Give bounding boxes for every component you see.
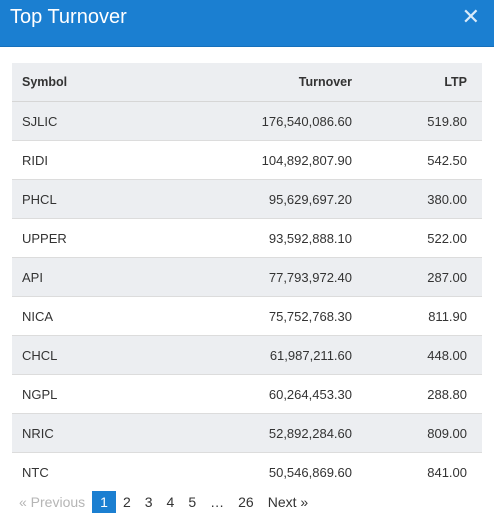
cell-ltp: 542.50 [427,152,467,168]
column-header-ltp[interactable]: LTP [444,75,467,89]
table-row[interactable]: RIDI 104,892,807.90 542.50 [12,141,482,180]
cell-ltp: 841.00 [427,464,467,480]
cell-symbol: NGPL [22,386,58,402]
cell-symbol: SJLIC [22,113,58,129]
cell-symbol: NRIC [22,425,54,441]
cell-turnover: 93,592,888.10 [268,230,352,246]
page-button-4[interactable]: 4 [166,494,175,510]
cell-symbol: RIDI [22,152,48,168]
table-row[interactable]: API 77,793,972.40 287.00 [12,258,482,297]
cell-turnover: 77,793,972.40 [268,269,352,285]
cell-ltp: 288.80 [427,386,467,402]
cell-turnover: 95,629,697.20 [268,191,352,207]
cell-symbol: NTC [22,464,49,480]
table-header: Symbol Turnover LTP [12,63,482,102]
cell-turnover: 60,264,453.30 [268,386,352,402]
modal-header: Top Turnover ✕ [0,0,494,47]
table-row[interactable]: NRIC 52,892,284.60 809.00 [12,414,482,453]
next-page-button[interactable]: Next » [267,494,309,510]
cell-ltp: 811.90 [428,308,467,324]
page-button-3[interactable]: 3 [144,494,153,510]
cell-turnover: 50,546,869.60 [268,464,352,480]
modal-title: Top Turnover [10,6,127,28]
previous-page-button[interactable]: « Previous [19,494,86,510]
cell-ltp: 380.00 [427,191,467,207]
table-row[interactable]: UPPER 93,592,888.10 522.00 [12,219,482,258]
cell-turnover: 176,540,086.60 [261,113,352,129]
cell-turnover: 61,987,211.60 [269,347,352,363]
table-row[interactable]: NTC 50,546,869.60 841.00 [12,453,482,491]
table-row[interactable]: SJLIC 176,540,086.60 519.80 [12,102,482,141]
pagination: « Previous 1 2 3 4 5 … 26 Next » [12,491,315,513]
cell-symbol: PHCL [22,191,57,207]
page-button-1[interactable]: 1 [92,491,116,513]
table-row[interactable]: CHCL 61,987,211.60 448.00 [12,336,482,375]
column-header-turnover[interactable]: Turnover [298,75,352,89]
table-row[interactable]: NICA 75,752,768.30 811.90 [12,297,482,336]
table-row[interactable]: PHCL 95,629,697.20 380.00 [12,180,482,219]
cell-ltp: 287.00 [427,269,467,285]
page-button-5[interactable]: 5 [188,494,197,510]
cell-symbol: UPPER [22,230,67,246]
cell-turnover: 75,752,768.30 [268,308,352,324]
table-row[interactable]: NGPL 60,264,453.30 288.80 [12,375,482,414]
cell-symbol: API [22,269,43,285]
cell-ltp: 448.00 [427,347,467,363]
close-icon[interactable]: ✕ [461,4,480,29]
pagination-ellipsis: … [210,494,225,510]
cell-turnover: 104,892,807.90 [261,152,352,168]
cell-symbol: NICA [22,308,54,324]
cell-turnover: 52,892,284.60 [268,425,352,441]
column-header-symbol[interactable]: Symbol [22,75,68,89]
page-button-26[interactable]: 26 [238,494,254,510]
cell-ltp: 809.00 [427,425,467,441]
cell-ltp: 522.00 [427,230,467,246]
turnover-table: Symbol Turnover LTP SJLIC 176,540,086.60… [12,63,482,491]
cell-symbol: CHCL [22,347,58,363]
cell-ltp: 519.80 [427,113,467,129]
page-button-2[interactable]: 2 [122,494,131,510]
